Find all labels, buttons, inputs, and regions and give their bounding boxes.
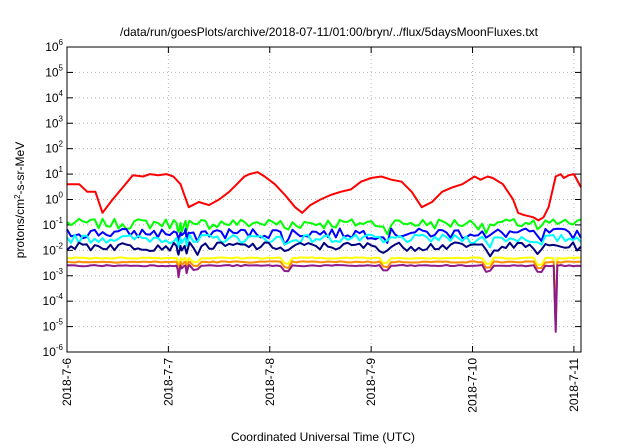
x-tick-label: 2018-7-6: [60, 358, 74, 406]
y-tick-label: 10-4: [43, 292, 64, 308]
series-line-0: [67, 171, 582, 222]
x-tick-label: 2018-7-8: [263, 358, 277, 406]
chart-title: /data/run/goesPlots/archive/2018-07-11/0…: [120, 25, 539, 39]
y-tick-label: 10-1: [43, 216, 64, 232]
x-tick-label: 2018-7-7: [161, 358, 175, 406]
series-line-4: [66, 241, 582, 258]
y-tick-label: 10-3: [43, 267, 64, 283]
grid-lines: [67, 47, 581, 352]
y-axis-label: protons/cm2-s-sr-MeV: [13, 142, 28, 258]
series-line-5: [66, 256, 582, 326]
y-tick-label: 105: [45, 63, 63, 79]
y-tick-label: 100: [45, 191, 63, 207]
y-tick-label: 10-2: [43, 241, 64, 257]
x-tick-label: 2018-7-9: [364, 358, 378, 406]
y-tick-label: 10-6: [43, 343, 64, 359]
x-tick-label: 2018-7-10: [466, 358, 480, 413]
y-tick-label: 106: [45, 38, 63, 54]
series-line-1: [66, 217, 582, 236]
plot-frame: [66, 46, 582, 353]
series-line-7: [66, 264, 582, 333]
y-tick-label: 101: [45, 165, 63, 181]
y-tick-label: 104: [45, 89, 63, 105]
tick-labels: 10-6 10-5 10-4 10-3 10-2 10-1 100 101 102 103 104 1…: [43, 38, 581, 413]
series-line-6: [66, 260, 582, 330]
x-axis-label: Coordinated Universal Time (UTC): [231, 430, 415, 444]
series-line-2: [66, 227, 582, 246]
y-tick-label: 10-5: [43, 318, 64, 334]
series-lines: [66, 171, 582, 333]
x-tick-label: 2018-7-11: [567, 358, 581, 412]
axis-ticks: [66, 46, 581, 353]
y-tick-label: 102: [45, 140, 63, 156]
series-line-3: [66, 233, 582, 249]
y-tick-label: 103: [45, 114, 63, 130]
